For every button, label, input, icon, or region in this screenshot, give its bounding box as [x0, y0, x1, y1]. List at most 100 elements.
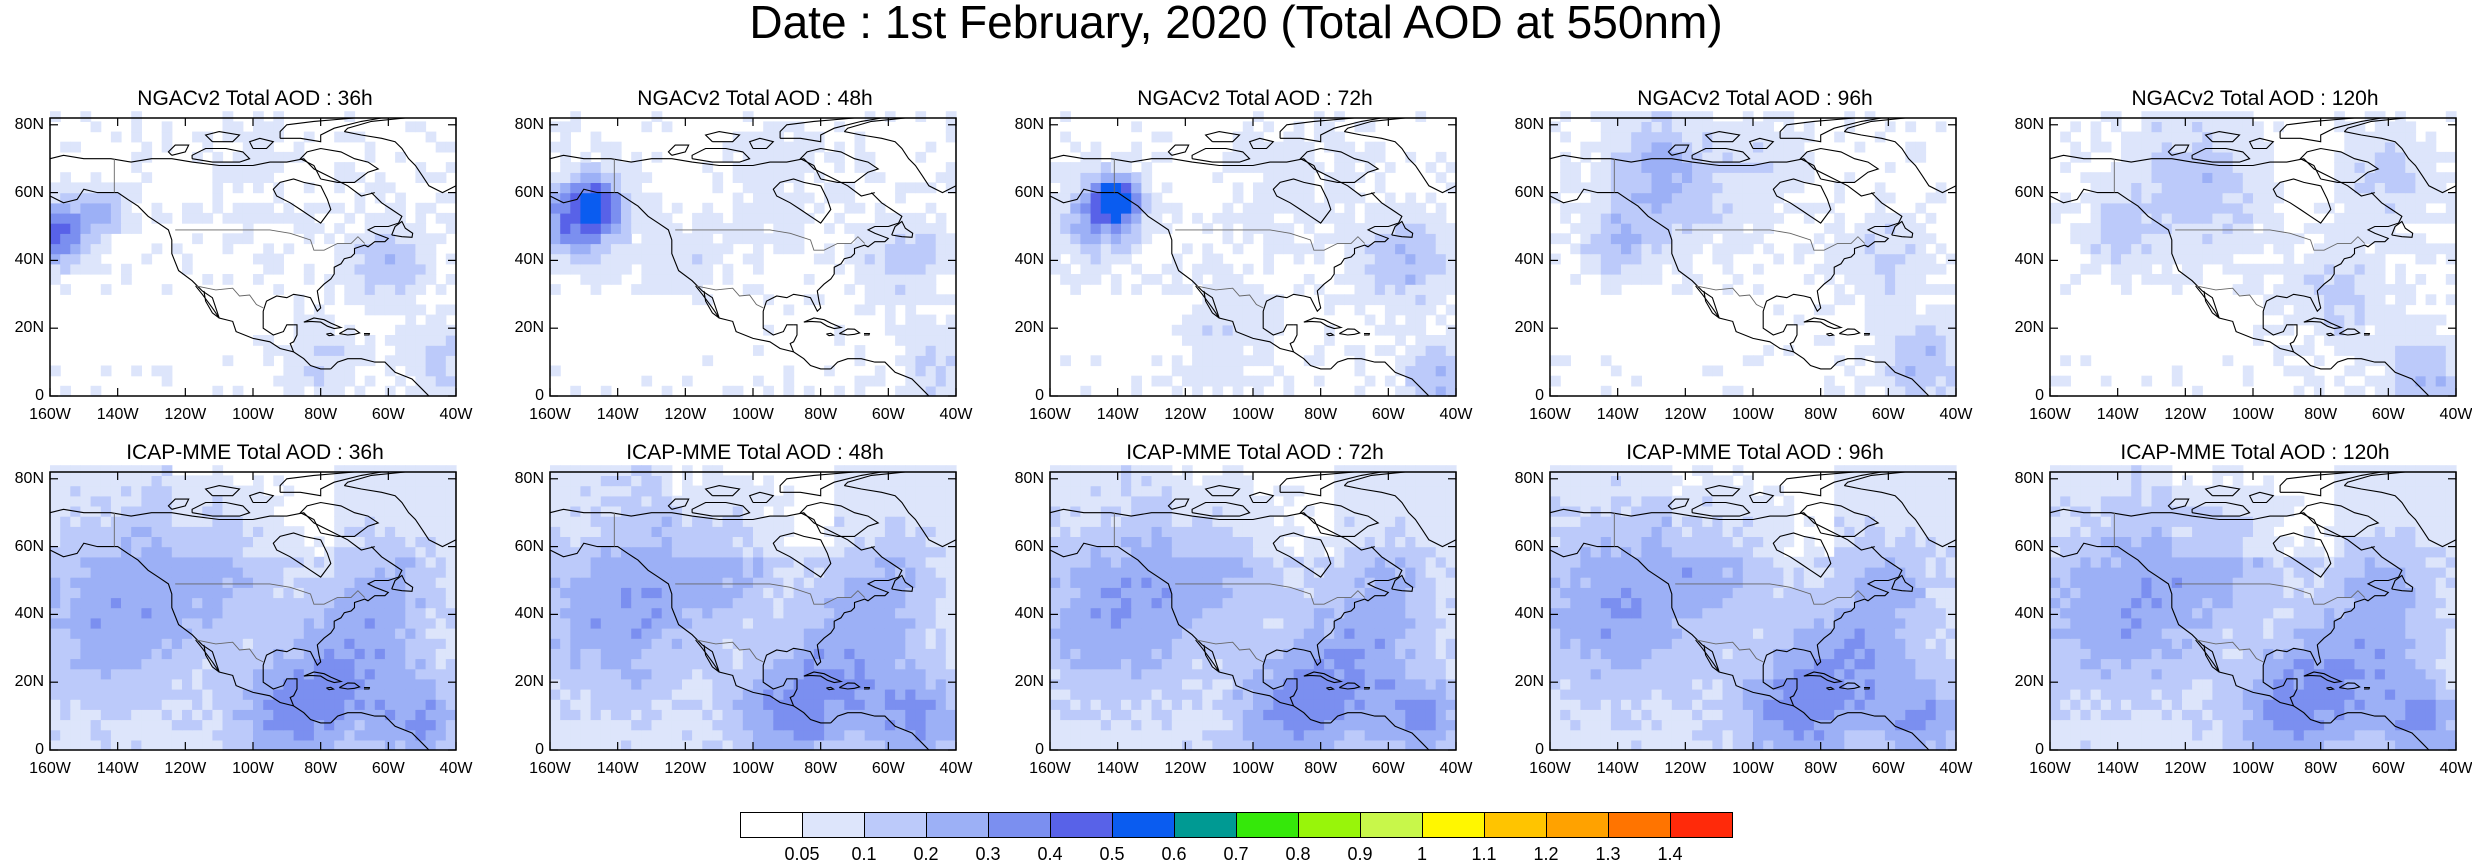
aod-map — [1550, 118, 1956, 396]
aod-shading — [50, 465, 457, 750]
colorbar-label: 0.4 — [1020, 844, 1080, 864]
lon-tick-label: 100W — [718, 760, 788, 778]
aod-map — [1050, 118, 1456, 396]
lon-tick-label: 120W — [1650, 406, 1720, 424]
colorbar-label: 1.3 — [1578, 844, 1638, 864]
aod-map — [2050, 118, 2456, 396]
colorbar-swatch — [1050, 812, 1113, 838]
lon-tick-label: 120W — [1150, 760, 1220, 778]
lon-tick-label: 100W — [2218, 406, 2288, 424]
lon-tick-label: 100W — [718, 406, 788, 424]
aod-shading — [2050, 465, 2457, 750]
aod-shading — [550, 465, 957, 750]
lon-tick-label: 160W — [1015, 406, 1085, 424]
lon-tick-label: 60W — [2353, 760, 2423, 778]
aod-shading — [1550, 111, 1957, 396]
lon-tick-label: 140W — [2083, 406, 2153, 424]
lon-tick-label: 160W — [2015, 406, 2085, 424]
lat-tick-label: 40N — [998, 605, 1044, 623]
panel-title: ICAP-MME Total AOD : 120h — [1990, 441, 2472, 465]
panel-title: NGACv2 Total AOD : 72h — [990, 87, 1520, 111]
lon-tick-label: 80W — [786, 760, 856, 778]
lon-tick-label: 80W — [2286, 406, 2356, 424]
lat-tick-label: 40N — [498, 251, 544, 269]
lon-tick-label: 80W — [2286, 760, 2356, 778]
lat-tick-label: 0 — [1998, 741, 2044, 759]
colorbar-label: 1 — [1392, 844, 1452, 864]
colorbar-swatch — [988, 812, 1051, 838]
lat-tick-label: 0 — [1498, 387, 1544, 405]
lat-tick-label: 20N — [498, 673, 544, 691]
colorbar-label: 0.3 — [958, 844, 1018, 864]
lat-tick-label: 40N — [1998, 605, 2044, 623]
lon-tick-label: 100W — [2218, 760, 2288, 778]
aod-shading — [1550, 465, 1957, 750]
lon-tick-label: 120W — [1150, 406, 1220, 424]
colorbar-label: 0.1 — [834, 844, 894, 864]
lon-tick-label: 140W — [583, 760, 653, 778]
lon-tick-label: 60W — [2353, 406, 2423, 424]
aod-map — [2050, 472, 2456, 750]
lat-tick-label: 40N — [998, 251, 1044, 269]
lon-tick-label: 40W — [421, 760, 491, 778]
lat-tick-label: 80N — [998, 116, 1044, 134]
panel-title: ICAP-MME Total AOD : 72h — [990, 441, 1520, 465]
lat-tick-label: 0 — [498, 741, 544, 759]
lon-tick-label: 80W — [786, 406, 856, 424]
lon-tick-label: 160W — [515, 760, 585, 778]
lon-tick-label: 120W — [2150, 760, 2220, 778]
lon-tick-label: 40W — [2421, 760, 2472, 778]
lon-tick-label: 60W — [353, 406, 423, 424]
lat-tick-label: 40N — [1998, 251, 2044, 269]
aod-shading — [1050, 465, 1457, 750]
lat-tick-label: 80N — [1498, 116, 1544, 134]
lat-tick-label: 80N — [1498, 470, 1544, 488]
lat-tick-label: 20N — [0, 319, 44, 337]
lon-tick-label: 40W — [921, 406, 991, 424]
lon-tick-label: 60W — [1853, 406, 1923, 424]
lat-tick-label: 0 — [1998, 387, 2044, 405]
lat-tick-label: 80N — [1998, 116, 2044, 134]
lon-tick-label: 160W — [1015, 760, 1085, 778]
lat-tick-label: 60N — [1498, 538, 1544, 556]
lon-tick-label: 140W — [1583, 760, 1653, 778]
colorbar-label: 0.6 — [1144, 844, 1204, 864]
lon-tick-label: 100W — [218, 760, 288, 778]
lat-tick-label: 0 — [998, 741, 1044, 759]
lon-tick-label: 120W — [150, 760, 220, 778]
colorbar-label: 0.8 — [1268, 844, 1328, 864]
lon-tick-label: 120W — [650, 406, 720, 424]
colorbar-swatch — [1298, 812, 1361, 838]
aod-map — [50, 472, 456, 750]
lon-tick-label: 80W — [1286, 406, 1356, 424]
colorbar-swatch — [1112, 812, 1175, 838]
lat-tick-label: 60N — [998, 538, 1044, 556]
lon-tick-label: 80W — [286, 760, 356, 778]
lat-tick-label: 0 — [998, 387, 1044, 405]
lat-tick-label: 60N — [498, 538, 544, 556]
lon-tick-label: 120W — [650, 760, 720, 778]
colorbar-swatch — [926, 812, 989, 838]
lat-tick-label: 80N — [498, 470, 544, 488]
lon-tick-label: 40W — [2421, 406, 2472, 424]
lat-tick-label: 40N — [0, 251, 44, 269]
lon-tick-label: 140W — [1083, 760, 1153, 778]
lat-tick-label: 20N — [998, 319, 1044, 337]
aod-shading — [1050, 111, 1457, 396]
lat-tick-label: 0 — [0, 387, 44, 405]
lon-tick-label: 160W — [1515, 406, 1585, 424]
lon-tick-label: 160W — [15, 760, 85, 778]
lat-tick-label: 60N — [0, 538, 44, 556]
lon-tick-label: 100W — [1718, 406, 1788, 424]
colorbar-swatch — [864, 812, 927, 838]
panel-title: ICAP-MME Total AOD : 36h — [0, 441, 520, 465]
lat-tick-label: 80N — [1998, 470, 2044, 488]
colorbar-label: 0.05 — [772, 844, 832, 864]
